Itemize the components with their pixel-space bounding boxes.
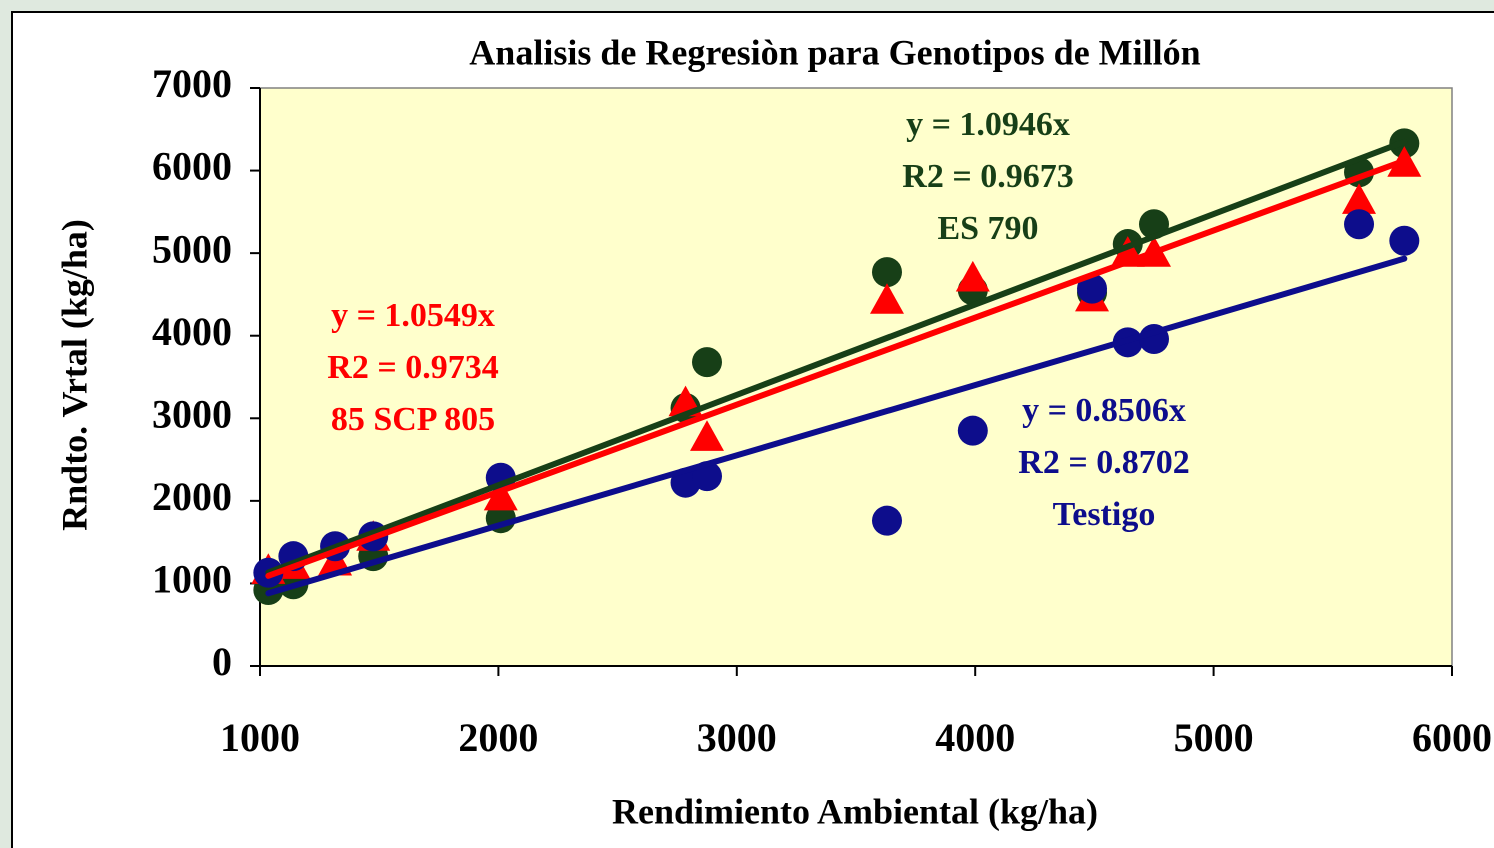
point: [955, 260, 990, 292]
y-tick-label: 4000: [152, 309, 232, 354]
chart-title: Analisis de Regresiòn para Genotipos de …: [469, 32, 1200, 72]
trend-annotation: y = 0.8506x: [1022, 392, 1186, 429]
y-tick-label: 1000: [152, 557, 232, 602]
point: [869, 283, 904, 314]
trendline: [265, 157, 1408, 579]
point: [957, 415, 988, 446]
trend-annotation: y = 1.0549x: [331, 297, 495, 334]
point: [1342, 183, 1377, 214]
y-tick-label: 0: [212, 639, 232, 684]
point: [871, 505, 902, 536]
point: [692, 347, 722, 378]
point: [690, 420, 724, 451]
trend-annotation: R2 = 0.8702: [1018, 444, 1189, 481]
x-axis-label: Rendimiento Ambiental (kg/ha): [612, 791, 1098, 831]
y-tick-label: 2000: [152, 474, 232, 519]
x-tick-label: 2000: [458, 715, 538, 760]
x-tick-label: 1000: [220, 715, 300, 760]
y-axis-label: Rndto. Vrtal (kg/ha): [54, 219, 94, 531]
point: [1344, 209, 1375, 240]
point: [1077, 273, 1108, 304]
y-tick-label: 7000: [152, 61, 232, 106]
point: [871, 257, 902, 288]
trendline: [265, 138, 1408, 576]
y-tick-label: 3000: [152, 391, 232, 436]
trend-annotation: ES 790: [937, 210, 1038, 247]
trend-annotation: R2 = 0.9673: [902, 158, 1073, 195]
y-tick-label: 5000: [152, 226, 232, 271]
trendline: [265, 255, 1408, 597]
trend-annotation: Testigo: [1053, 496, 1156, 533]
x-tick-label: 3000: [697, 715, 777, 760]
plot-area: [259, 87, 1453, 667]
point: [1389, 225, 1420, 256]
trend-annotation: y = 1.0946x: [906, 106, 1070, 143]
trend-annotation: R2 = 0.9734: [327, 349, 498, 386]
y-tick-label: 6000: [152, 144, 232, 189]
x-tick-label: 5000: [1174, 715, 1254, 760]
x-tick-label: 4000: [935, 715, 1015, 760]
trend-annotation: 85 SCP 805: [331, 401, 495, 438]
point: [483, 479, 518, 511]
x-tick-label: 6000: [1412, 715, 1492, 760]
